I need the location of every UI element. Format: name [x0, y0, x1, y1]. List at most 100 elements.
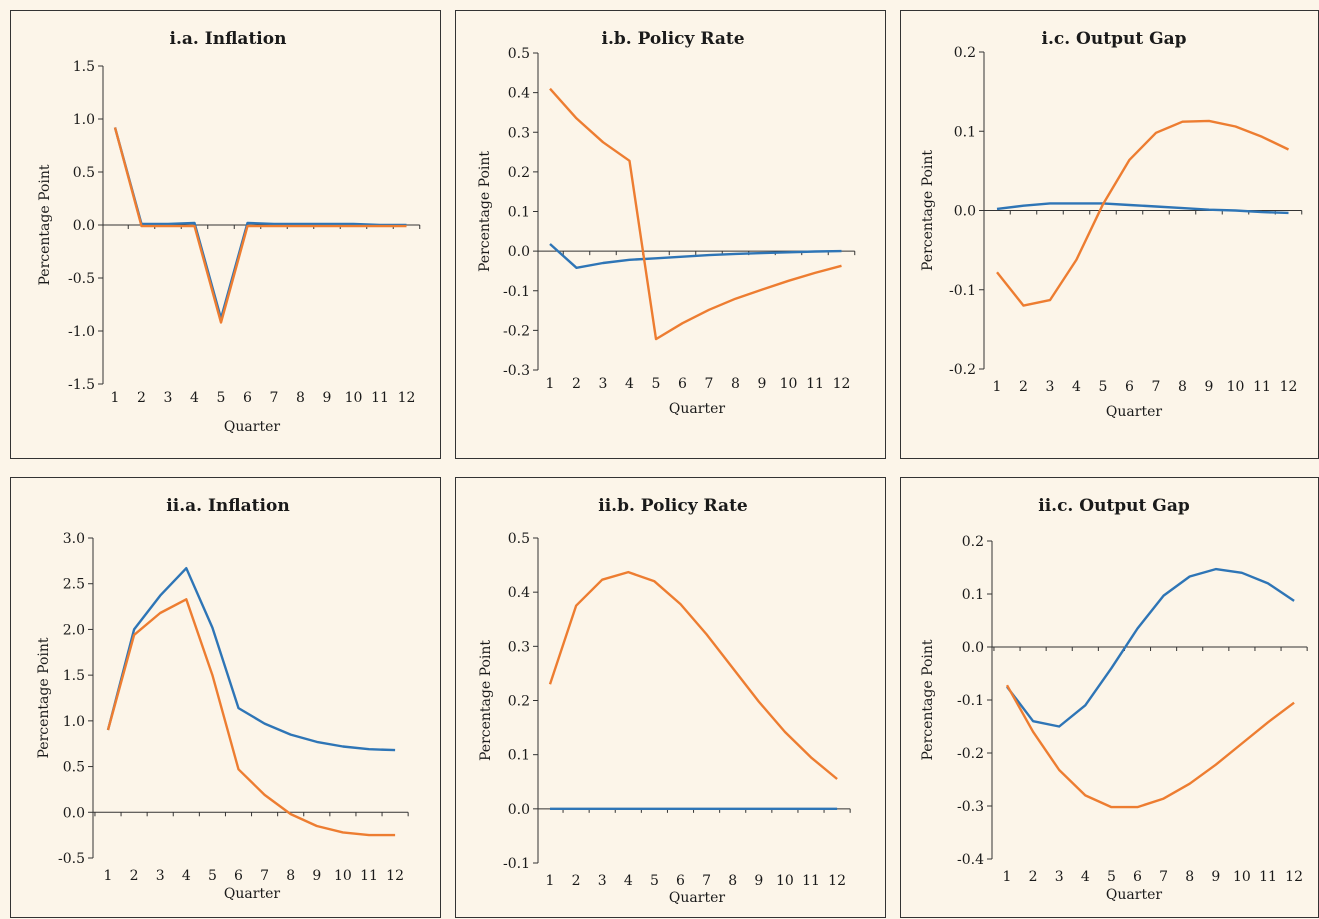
- x-tick-label: 7: [702, 873, 711, 889]
- x-tick-label: 8: [1185, 869, 1194, 885]
- x-tick-label: 5: [217, 390, 226, 406]
- chart-panel-i-c: i.c. Output Gap 0.2 0.1 0.0 -0.1 -0.2 1 2 3 4 5 6 7 8…: [900, 10, 1319, 459]
- y-tick-label: 0.2: [962, 534, 984, 550]
- x-tick-label: 10: [334, 868, 352, 884]
- chart-panel-ii-b: ii.b. Policy Rate 0.5 0.4 0.3 0.2 0.1 0.0 -0.1 1…: [455, 477, 886, 918]
- x-tick-label: 12: [386, 868, 404, 884]
- y-tick-label: 2.5: [63, 577, 85, 593]
- x-tick-label: 10: [345, 390, 363, 406]
- y-tick-label: -0.5: [58, 851, 85, 867]
- x-tick-label: 11: [371, 390, 389, 406]
- y-tick-label: 0.4: [508, 86, 530, 102]
- x-tick-label: 4: [182, 868, 191, 884]
- y-tick-label: -0.3: [503, 363, 530, 379]
- series-line-2: [996, 119, 1290, 307]
- series-line-1: [113, 127, 407, 320]
- y-axis-label: Percentage Point: [37, 164, 53, 285]
- y-tick-label: 0.0: [508, 802, 530, 818]
- y-tick-label: 0.2: [508, 165, 530, 181]
- x-tick-label: 10: [1233, 869, 1251, 885]
- series-line-2: [113, 127, 407, 324]
- x-tick-label: 4: [1072, 379, 1081, 395]
- series-line-1: [1006, 567, 1295, 728]
- chart-title: ii.c. Output Gap: [1038, 496, 1190, 516]
- y-tick-label: 1.0: [73, 112, 95, 128]
- chart-title: ii.b. Policy Rate: [598, 496, 748, 516]
- x-tick-label: 6: [676, 873, 685, 889]
- series-line-1: [996, 202, 1289, 215]
- series-line-2: [549, 87, 842, 341]
- x-tick-label: 3: [1055, 869, 1064, 885]
- y-tick-label: 0.5: [508, 531, 530, 547]
- x-axis-label: Quarter: [669, 890, 725, 906]
- x-tick-label: 5: [1099, 379, 1108, 395]
- x-tick-label: 7: [260, 868, 269, 884]
- x-tick-label: 6: [1133, 869, 1142, 885]
- x-tick-label: 12: [828, 873, 846, 889]
- x-tick-label: 10: [780, 376, 798, 392]
- y-axis-label: Percentage Point: [36, 637, 52, 758]
- y-tick-label: 0.5: [63, 760, 85, 776]
- y-tick-label: 0.1: [962, 587, 984, 603]
- x-tick-label: 11: [802, 873, 820, 889]
- x-tick-label: 3: [1046, 379, 1055, 395]
- series-line-2: [106, 598, 396, 837]
- y-tick-label: 0.2: [508, 694, 530, 710]
- x-tick-label: 4: [625, 376, 634, 392]
- y-axis-label: Percentage Point: [920, 639, 936, 760]
- y-tick-label: -0.2: [949, 362, 976, 378]
- y-tick-label: -0.3: [957, 799, 984, 815]
- y-axis-label: Percentage Point: [478, 640, 494, 761]
- x-tick-label: 9: [1211, 869, 1220, 885]
- x-tick-label: 10: [776, 873, 794, 889]
- x-tick-label: 12: [1280, 379, 1298, 395]
- y-tick-label: -0.1: [503, 284, 530, 300]
- y-tick-label: 3.0: [63, 531, 85, 547]
- y-axis-label: Percentage Point: [477, 151, 493, 272]
- chart-panel-ii-c: ii.c. Output Gap 0.2 0.1 0.0 -0.1 -0.2 -0.3 -0.…: [900, 477, 1319, 918]
- x-tick-label: 2: [572, 873, 581, 889]
- chart-title: i.b. Policy Rate: [601, 29, 744, 49]
- y-tick-label: 2.0: [63, 622, 85, 638]
- x-tick-label: 5: [1107, 869, 1116, 885]
- x-tick-label: 2: [137, 390, 146, 406]
- x-axis-label: Quarter: [669, 401, 725, 417]
- x-tick-label: 6: [234, 868, 243, 884]
- y-tick-label: -0.2: [503, 323, 530, 339]
- y-tick-label: 0.0: [962, 640, 984, 656]
- y-tick-label: 0.3: [508, 125, 530, 141]
- y-tick-label: 0.5: [73, 165, 95, 181]
- x-tick-label: 6: [1125, 379, 1134, 395]
- x-tick-label: 12: [398, 390, 416, 406]
- y-tick-label: 0.1: [508, 205, 530, 221]
- x-tick-label: 11: [1259, 869, 1277, 885]
- x-tick-label: 12: [1285, 869, 1303, 885]
- y-tick-label: 0.1: [954, 124, 976, 140]
- y-tick-label: -0.4: [957, 852, 984, 868]
- y-tick-label: 1.5: [63, 668, 85, 684]
- chart-svg: ii.c. Output Gap 0.2 0.1 0.0 -0.1 -0.2 -0.3 -0.…: [920, 496, 1308, 903]
- x-tick-label: 4: [190, 390, 199, 406]
- x-axis-label: Quarter: [224, 419, 280, 435]
- x-tick-label: 10: [1227, 379, 1245, 395]
- x-tick-label: 9: [758, 376, 767, 392]
- chart-svg: i.b. Policy Rate 0.5 0.4 0.3 0.2 0.1 0.0 -0.1 -0…: [477, 29, 856, 417]
- y-tick-label: 0.1: [508, 748, 530, 764]
- x-tick-label: 1: [546, 873, 555, 889]
- x-tick-label: 8: [286, 868, 295, 884]
- x-tick-label: 8: [1178, 379, 1187, 395]
- y-tick-label: -0.1: [957, 693, 984, 709]
- y-tick-label: -0.2: [957, 746, 984, 762]
- x-tick-label: 3: [599, 376, 608, 392]
- x-tick-label: 4: [1081, 869, 1090, 885]
- x-tick-label: 9: [323, 390, 332, 406]
- x-tick-label: 5: [650, 873, 659, 889]
- y-tick-label: -0.1: [503, 856, 530, 872]
- chart-panel-ii-a: ii.a. Inflation 3.0 2.5 2.0 1.5 1.0 0.5 0.0 -0.5…: [10, 477, 441, 918]
- x-tick-label: 11: [1253, 379, 1271, 395]
- x-tick-label: 1: [1003, 869, 1012, 885]
- y-tick-label: 0.5: [508, 46, 530, 62]
- x-tick-label: 2: [1029, 869, 1038, 885]
- x-tick-label: 7: [270, 390, 279, 406]
